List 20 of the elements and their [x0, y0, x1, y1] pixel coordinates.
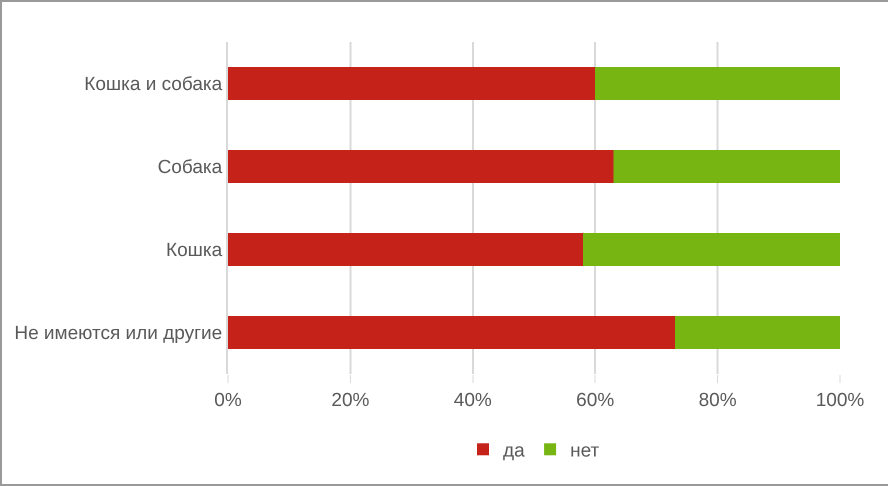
y-tick-label: Кошка и собака — [84, 74, 223, 96]
x-tick-label: 40% — [454, 390, 492, 411]
bar — [228, 66, 596, 100]
x-tick-label: 80% — [698, 390, 737, 411]
x-tick-label: 60% — [576, 390, 614, 411]
y-tick-label: Собака — [158, 157, 223, 178]
bar — [228, 316, 675, 350]
bar — [228, 232, 583, 266]
x-tick-label: 20% — [331, 390, 370, 411]
y-tick-label: Не имеются или другие — [14, 323, 222, 344]
x-tick-label: 0% — [214, 390, 242, 411]
legend-label: да — [503, 440, 526, 462]
bar — [674, 316, 840, 350]
legend-label: нет — [570, 440, 600, 462]
x-tick-label: 100% — [816, 390, 864, 411]
bar — [614, 150, 840, 184]
bar — [228, 150, 614, 184]
bar — [595, 66, 840, 100]
y-tick-label: Кошка — [166, 240, 223, 262]
bar — [582, 232, 840, 266]
